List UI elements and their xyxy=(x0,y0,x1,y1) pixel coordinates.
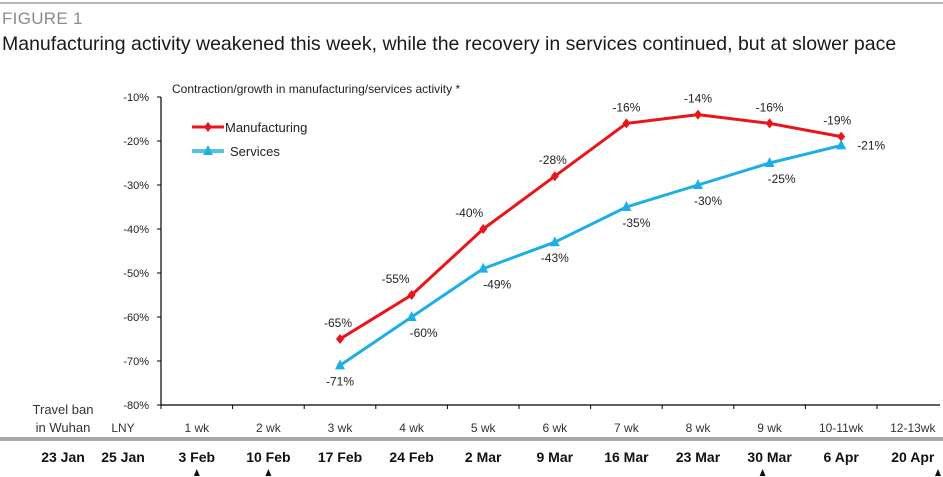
data-point-services xyxy=(621,201,632,211)
legend-label: Services xyxy=(230,144,280,159)
y-tick-label: -10% xyxy=(123,92,149,104)
data-point-manufacturing xyxy=(336,334,344,344)
data-label: -35% xyxy=(622,216,650,230)
date-label: 23 Mar xyxy=(676,449,721,465)
date-label: 6 Apr xyxy=(824,449,860,465)
data-label: -55% xyxy=(382,272,410,286)
travel-ban-label: Travel ban xyxy=(33,402,94,417)
x-category-label: 4 wk xyxy=(399,421,425,435)
data-label: -19% xyxy=(823,114,851,128)
travel-ban-label: in Wuhan xyxy=(36,420,91,435)
data-label: -65% xyxy=(324,316,352,330)
y-tick-label: -80% xyxy=(123,400,149,412)
y-tick-label: -20% xyxy=(123,136,149,148)
figure-title: Manufacturing activity weakened this wee… xyxy=(2,33,897,55)
axis-separator-line xyxy=(0,437,943,441)
data-label: -14% xyxy=(684,92,712,106)
series-line-services xyxy=(339,143,842,367)
data-point-manufacturing xyxy=(622,118,631,129)
data-point-manufacturing xyxy=(694,109,702,120)
data-label: -16% xyxy=(612,100,640,114)
arrow-up-icon xyxy=(265,469,272,476)
x-category-label: 5 wk xyxy=(471,421,497,435)
data-label: -28% xyxy=(539,153,567,167)
y-tick-label: -50% xyxy=(123,268,149,280)
data-point-manufacturing xyxy=(837,131,846,142)
chart-subtitle: Contraction/growth in manufacturing/serv… xyxy=(172,82,460,96)
data-label: -16% xyxy=(756,100,784,114)
data-point-services xyxy=(764,157,775,167)
data-point-manufacturing xyxy=(407,290,416,300)
data-point-manufacturing xyxy=(765,118,774,129)
data-label: -25% xyxy=(768,172,796,186)
date-label: 3 Feb xyxy=(179,449,216,465)
data-label: -21% xyxy=(857,138,885,152)
data-label: -60% xyxy=(410,326,438,340)
x-category-label: 12-13wk xyxy=(890,421,936,435)
x-category-label: 2 wk xyxy=(256,421,282,435)
x-category-label: 3 wk xyxy=(328,421,354,435)
data-label: -30% xyxy=(694,194,722,208)
date-label: 30 Mar xyxy=(747,449,792,465)
x-category-label: 8 wk xyxy=(686,421,712,435)
data-point-services xyxy=(478,262,489,273)
y-tick-label: -60% xyxy=(123,312,149,324)
data-point-services xyxy=(836,139,847,150)
legend-label: Manufacturing xyxy=(225,120,307,135)
x-category-label: LNY xyxy=(111,421,134,435)
data-point-services xyxy=(549,236,560,247)
data-label: -49% xyxy=(483,278,511,292)
date-label: 16 Mar xyxy=(604,449,649,465)
figure-label: FIGURE 1 xyxy=(2,9,83,28)
date-label: 17 Feb xyxy=(318,449,362,465)
x-category-label: 1 wk xyxy=(184,421,210,435)
legend-marker-manufacturing xyxy=(204,122,212,132)
data-point-manufacturing xyxy=(550,171,559,182)
date-label: 2 Mar xyxy=(465,449,502,465)
data-point-services xyxy=(406,311,417,321)
x-category-label: 10-11wk xyxy=(819,421,864,435)
arrow-up-icon xyxy=(935,469,941,476)
arrow-up-icon xyxy=(193,469,200,476)
y-tick-label: -70% xyxy=(123,356,149,368)
date-label: 20 Apr xyxy=(891,449,935,465)
data-point-manufacturing xyxy=(479,224,488,234)
y-tick-label: -40% xyxy=(123,224,149,236)
x-category-label: 9 wk xyxy=(757,421,783,435)
data-label: -40% xyxy=(455,206,483,220)
data-label: -43% xyxy=(541,251,569,265)
date-label: 10 Feb xyxy=(246,449,290,465)
date-label: 24 Feb xyxy=(389,449,433,465)
y-tick-label: -30% xyxy=(123,180,149,192)
date-label: 23 Jan xyxy=(41,449,85,465)
x-category-label: 6 wk xyxy=(542,421,568,435)
x-category-label: 7 wk xyxy=(614,421,640,435)
date-label: 9 Mar xyxy=(537,449,574,465)
arrow-up-icon xyxy=(759,469,766,476)
data-point-services xyxy=(693,179,703,189)
data-point-services xyxy=(335,359,345,370)
series-line-manufacturing xyxy=(339,113,842,341)
top-rule xyxy=(0,2,943,4)
date-label: 25 Jan xyxy=(101,449,145,465)
data-label: -71% xyxy=(326,374,354,388)
legend-marker-services xyxy=(203,145,213,155)
